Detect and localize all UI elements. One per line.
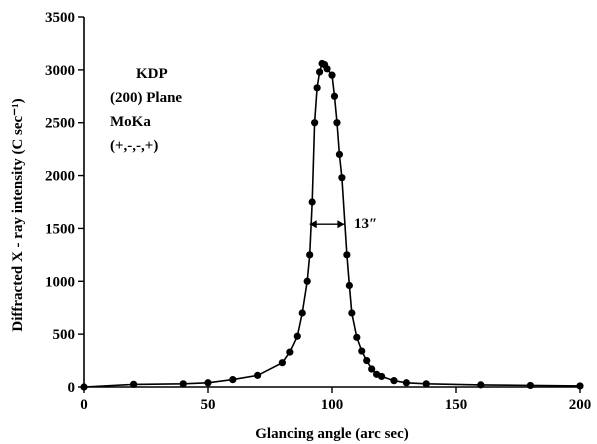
x-axis-title: Glancing angle (arc sec) xyxy=(255,426,408,442)
data-point xyxy=(308,198,316,206)
annotation-plane: (200) Plane xyxy=(110,90,182,106)
data-point xyxy=(333,119,341,127)
data-point xyxy=(80,383,88,391)
data-point xyxy=(378,372,386,381)
y-axis-title: Diffracted X - ray intensity (C sec⁻¹) xyxy=(10,98,26,331)
data-point xyxy=(323,65,331,73)
data-point xyxy=(293,332,301,340)
data-point xyxy=(348,309,356,317)
data-point xyxy=(402,379,410,387)
annotation-geometry: (+,-,-,+) xyxy=(110,138,158,154)
data-point xyxy=(576,382,584,390)
data-point xyxy=(363,356,371,365)
data-point xyxy=(254,371,262,379)
data-point xyxy=(330,92,339,100)
x-tick-label: 200 xyxy=(569,397,592,413)
fwhm-arrowhead-left xyxy=(309,220,317,229)
data-point xyxy=(353,333,361,341)
x-tick-label: 100 xyxy=(321,397,344,413)
ticks: 0 500 1000 1500 2000 2500 3000 3500 0 50 100 150 200 xyxy=(45,10,591,413)
annotation-radiation: MoKa xyxy=(110,114,151,130)
data-point xyxy=(335,150,344,159)
x-tick-label: 0 xyxy=(80,397,88,413)
data-point xyxy=(477,381,485,389)
annotation-sample: KDP xyxy=(136,66,168,82)
y-tick-label: 3500 xyxy=(45,10,75,26)
data-points xyxy=(80,59,584,391)
data-point xyxy=(345,281,353,290)
x-tick-label: 50 xyxy=(201,397,216,413)
data-point xyxy=(313,84,321,92)
data-point xyxy=(422,380,430,388)
data-point xyxy=(298,309,306,317)
data-point xyxy=(204,379,212,387)
data-point xyxy=(343,251,351,259)
fitted-curve xyxy=(83,62,581,388)
data-point xyxy=(130,380,138,388)
y-tick-label: 1000 xyxy=(45,274,75,290)
y-tick-label: 2000 xyxy=(45,169,75,185)
data-point xyxy=(286,348,294,356)
data-point xyxy=(358,347,366,355)
data-point xyxy=(229,376,237,384)
data-point xyxy=(311,119,319,127)
data-point xyxy=(390,377,398,385)
data-point xyxy=(278,359,286,367)
data-point xyxy=(368,365,376,373)
data-point xyxy=(316,68,324,76)
fwhm-arrowhead-right xyxy=(337,220,345,229)
y-tick-label: 2500 xyxy=(45,116,75,132)
y-tick-label: 500 xyxy=(53,327,76,343)
data-point xyxy=(526,381,535,390)
fwhm-marker xyxy=(309,220,345,229)
data-point xyxy=(306,251,314,259)
annotation-fwhm: 13″ xyxy=(354,216,377,232)
y-tick-label: 1500 xyxy=(45,221,75,237)
data-point xyxy=(338,174,346,182)
y-tick-label: 3000 xyxy=(45,63,75,79)
data-point xyxy=(303,277,311,285)
data-point xyxy=(179,380,187,388)
y-tick-label: 0 xyxy=(68,380,76,396)
data-point xyxy=(328,71,336,79)
x-tick-label: 150 xyxy=(445,397,468,413)
